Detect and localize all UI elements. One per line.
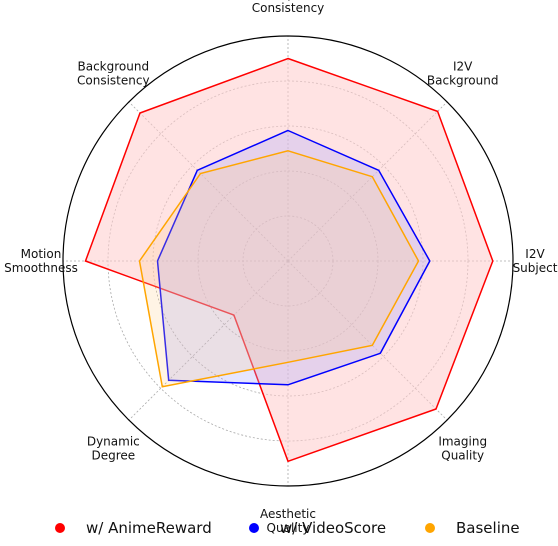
axis-label-4: Imaging Quality [438, 435, 487, 463]
series-line-w-videoscore [156, 129, 431, 386]
legend-marker-baseline [425, 523, 435, 533]
series-area-w-videoscore [157, 130, 430, 385]
axis-label-1: SubjectConsistency [252, 0, 325, 15]
series-line-w-animereward [84, 57, 494, 463]
legend-item-baseline: Baseline [425, 519, 520, 537]
legend-item-w-animereward: w/ AnimeReward [55, 519, 212, 537]
legend-label-w-videoscore: w/ VideoScore [280, 519, 386, 537]
series-line-baseline [138, 150, 420, 388]
axis-label-5: Aesthetic Quality [260, 507, 316, 535]
axis-label-8: Background Consistency [77, 59, 150, 87]
legend: w/ AnimeReward w/ VideoScore Baseline [55, 519, 520, 537]
axis-label-3: I2V Subject [513, 247, 558, 275]
legend-label-baseline: Baseline [456, 519, 520, 537]
legend-marker-w-animereward [55, 523, 65, 533]
axis-label-6: Dynamic Degree [87, 435, 140, 463]
axis-label-2: I2V Background [427, 59, 499, 87]
legend-item-w-videoscore: w/ VideoScore [249, 519, 386, 537]
series-area-w-animereward [85, 58, 493, 462]
outer-ring [62, 35, 514, 487]
radar-series [84, 57, 494, 463]
legend-label-w-animereward: w/ AnimeReward [86, 519, 212, 537]
series-area-baseline [139, 150, 419, 387]
axis-label-7: Motion Smoothness [4, 247, 78, 275]
legend-marker-w-videoscore [249, 523, 259, 533]
